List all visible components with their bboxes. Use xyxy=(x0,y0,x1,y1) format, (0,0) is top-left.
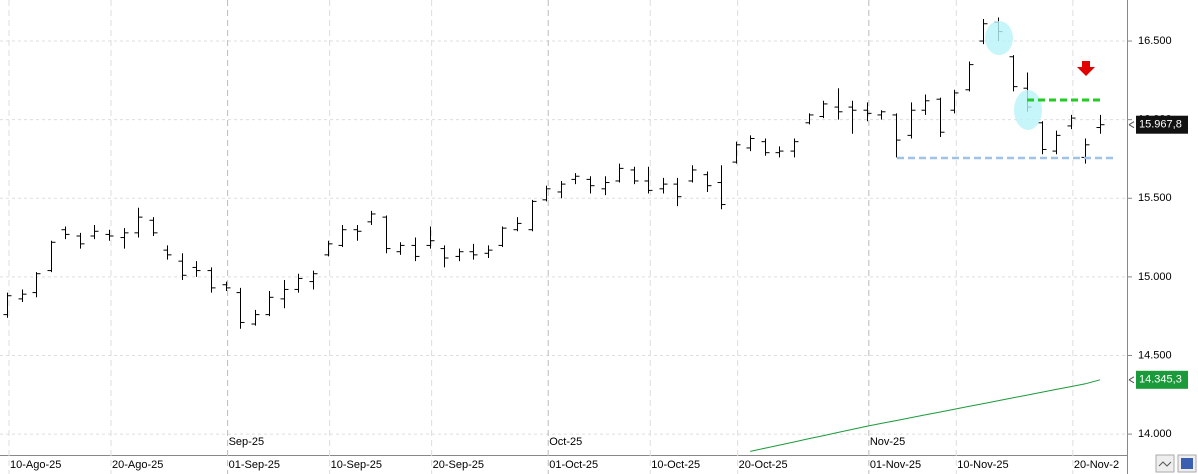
y-tick-label: 14.000 xyxy=(1138,428,1172,440)
x-tick-label: 10-Nov-25 xyxy=(957,459,1008,471)
month-label: Oct-25 xyxy=(549,436,582,448)
x-tick-label: 20-Nov-2 xyxy=(1074,459,1119,471)
save-glyph xyxy=(1181,458,1193,469)
x-tick-label: 10-Ago-25 xyxy=(10,459,61,471)
x-tick-label: 10-Sep-25 xyxy=(331,459,382,471)
x-tick-label: 01-Oct-25 xyxy=(549,459,598,471)
plot-area xyxy=(0,0,1127,474)
x-tick-label: 10-Oct-25 xyxy=(651,459,700,471)
price-tag-label: 14.345,3 xyxy=(1139,374,1182,386)
price-pointer xyxy=(1128,376,1135,384)
moving-average xyxy=(750,379,1101,452)
month-label: Sep-25 xyxy=(229,436,264,448)
x-tick-label: 01-Sep-25 xyxy=(229,459,280,471)
x-tick-label: 01-Nov-25 xyxy=(870,459,921,471)
down-arrow xyxy=(1077,61,1095,76)
y-tick-label: 16.500 xyxy=(1138,35,1172,47)
price-tag xyxy=(1136,370,1188,389)
y-tick-label: 15.000 xyxy=(1138,271,1172,283)
zoom-glyph xyxy=(1158,461,1172,467)
toolbar-icons xyxy=(1155,454,1197,473)
y-tick-label: 14.500 xyxy=(1138,349,1172,361)
highlight-ellipse xyxy=(985,21,1013,55)
x-tick-label: 20-Oct-25 xyxy=(739,459,788,471)
y-tick-label: 15.500 xyxy=(1138,192,1172,204)
month-label: Nov-25 xyxy=(870,436,905,448)
highlight-ellipse xyxy=(1014,90,1042,130)
price-tag xyxy=(1136,115,1188,134)
price-tag-label: 15.967,8 xyxy=(1139,119,1182,131)
x-tick-label: 20-Ago-25 xyxy=(112,459,163,471)
price-pointer xyxy=(1128,121,1135,129)
x-tick-label: 20-Sep-25 xyxy=(433,459,484,471)
